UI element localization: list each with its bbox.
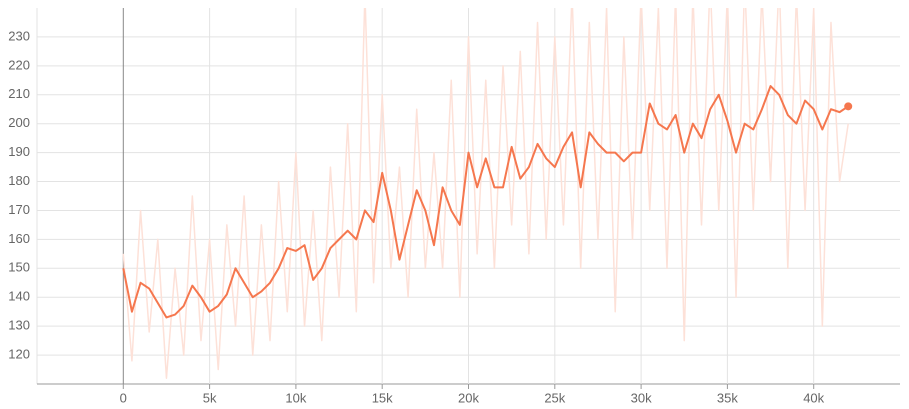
plot-area (122, 8, 849, 379)
y-tick-label: 180 (8, 173, 30, 188)
y-tick-label: 140 (8, 289, 30, 304)
x-tick-label: 15k (372, 390, 393, 405)
x-tick-label: 30k (631, 390, 652, 405)
y-tick-label: 190 (8, 144, 30, 159)
y-tick-label: 150 (8, 260, 30, 275)
y-tick-label: 230 (8, 28, 30, 43)
y-tick-label: 120 (8, 347, 30, 362)
y-tick-label: 210 (8, 86, 30, 101)
y-tick-label: 130 (8, 318, 30, 333)
x-tick-label: 25k (544, 390, 565, 405)
y-tick-label: 200 (8, 115, 30, 130)
grid (36, 8, 900, 389)
x-tick-label: 10k (285, 390, 306, 405)
x-tick-label: 35k (717, 390, 738, 405)
y-tick-label: 170 (8, 202, 30, 217)
end-point (844, 102, 853, 111)
x-tick-label: 0 (120, 390, 127, 405)
x-tick-label: 20k (458, 390, 479, 405)
x-tick-label: 40k (803, 390, 824, 405)
raw-line (122, 8, 849, 379)
smoothed-line (122, 85, 849, 319)
labels: 120 130 140 150 160 170 180 190 200 210 220 230 0 5k 1… (8, 28, 824, 405)
y-tick-label: 220 (8, 57, 30, 72)
y-tick-label: 160 (8, 231, 30, 246)
x-tick-label: 5k (203, 390, 217, 405)
